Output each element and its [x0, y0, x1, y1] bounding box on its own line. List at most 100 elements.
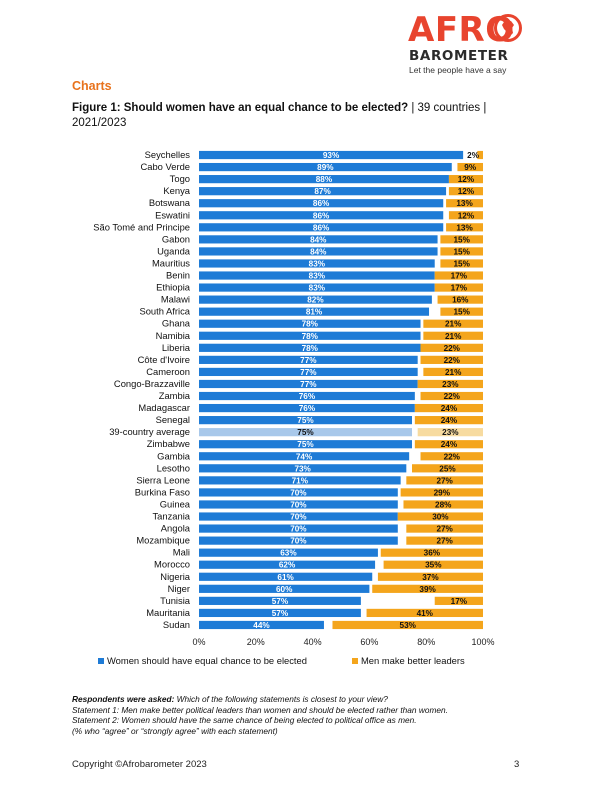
category-label: Congo-Brazzaville	[114, 378, 190, 389]
bar-men-value-label: 27%	[436, 476, 453, 485]
bar-men-value-label: 12%	[458, 187, 475, 196]
bar-women	[199, 223, 444, 232]
category-label: Niger	[168, 583, 190, 594]
category-label: 39-country average	[109, 426, 190, 437]
bar-men-value-label: 37%	[422, 573, 439, 582]
bar-men	[417, 379, 483, 389]
bar-men-value-label: 12%	[458, 211, 475, 220]
bar-women-value-label: 89%	[317, 163, 334, 172]
bar-men	[412, 464, 483, 473]
bar-women-value-label: 75%	[297, 428, 314, 437]
bar-women	[199, 331, 421, 340]
bar-men	[406, 524, 483, 533]
bar-women-value-label: 70%	[290, 488, 307, 497]
category-label: Liberia	[162, 342, 191, 353]
bar-men-value-label: 23%	[442, 380, 459, 389]
bar-women	[199, 464, 407, 473]
bar-women-value-label: 75%	[297, 440, 314, 449]
category-label: Mauritius	[152, 257, 190, 268]
bar-women	[199, 307, 430, 316]
category-label: Cabo Verde	[140, 161, 190, 172]
category-label: Côte d'Ivoire	[138, 354, 190, 365]
x-tick-label: 0%	[192, 637, 205, 647]
bar-women	[199, 175, 449, 184]
bar-men	[446, 199, 483, 208]
bar-women-value-label: 74%	[296, 452, 313, 461]
category-label: Togo	[170, 173, 190, 184]
category-label: Zimbabwe	[147, 438, 190, 449]
bar-men-value-label: 17%	[451, 284, 468, 293]
bar-women	[199, 536, 398, 545]
category-label: Mauritania	[146, 607, 191, 618]
bar-women	[199, 608, 361, 618]
bar-women	[199, 211, 444, 220]
category-label: Nigeria	[160, 571, 190, 582]
bar-women-value-label: 81%	[306, 308, 323, 317]
legend-swatch-women	[98, 658, 104, 664]
bar-men-value-label: 13%	[456, 223, 473, 232]
afrobarometer-logo: AFRO BAROMETER Let the people have a say	[408, 12, 538, 78]
bar-men-value-label: 24%	[441, 440, 458, 449]
bar-women-value-label: 75%	[297, 416, 314, 425]
bar-men-value-label: 21%	[445, 320, 462, 329]
bar-women	[199, 548, 378, 557]
bar-men	[477, 150, 483, 160]
category-label: Mozambique	[136, 535, 190, 546]
bar-men	[434, 596, 483, 605]
category-label: Tanzania	[152, 511, 190, 522]
bar-men-value-label: 28%	[435, 500, 452, 509]
footnote-question: Respondents were asked: Which of the fol…	[72, 694, 542, 705]
category-label: São Tomé and Principe	[93, 221, 190, 232]
bar-women-value-label: 57%	[272, 609, 289, 618]
bar-women	[199, 584, 370, 593]
bar-women	[199, 283, 435, 292]
bar-women	[199, 355, 418, 364]
bar-women-value-label: 77%	[300, 356, 317, 365]
footnote-scale: (% who “agree” or “strongly agree” with …	[72, 725, 278, 736]
bar-women-value-label: 83%	[309, 259, 326, 268]
bar-men	[448, 211, 483, 220]
bar-men	[397, 512, 483, 521]
bar-men-value-label: 17%	[451, 597, 468, 606]
category-label: Morocco	[154, 559, 190, 570]
bar-women	[199, 379, 418, 389]
bar-men-value-label: 22%	[444, 392, 461, 401]
bar-women-value-label: 86%	[313, 199, 330, 208]
bar-women	[199, 572, 373, 581]
copyright: Copyright ©Afrobarometer 2023	[72, 759, 207, 770]
figure-title: Figure 1: Should women have an equal cha…	[72, 101, 512, 131]
bar-women	[199, 187, 447, 196]
bar-women	[199, 259, 435, 268]
x-tick-label: 20%	[247, 637, 265, 647]
bar-women-value-label: 44%	[253, 621, 270, 630]
bar-men-value-label: 53%	[400, 621, 417, 630]
bar-men-value-label: 41%	[417, 609, 434, 618]
logo-tagline: Let the people have a say	[409, 65, 507, 75]
bar-men-value-label: 15%	[454, 259, 471, 268]
bar-women	[199, 150, 464, 160]
bar-women	[199, 440, 412, 449]
bar-women	[199, 416, 412, 425]
bar-women-value-label: 83%	[309, 272, 326, 281]
bar-men-value-label: 15%	[454, 235, 471, 244]
bar-men-value-label: 24%	[441, 416, 458, 425]
category-label: South Africa	[139, 306, 190, 317]
bar-men-value-label: 36%	[424, 549, 441, 558]
bar-women-value-label: 70%	[290, 525, 307, 534]
bar-men-value-label: 15%	[454, 247, 471, 256]
bar-men-value-label: 21%	[445, 332, 462, 341]
bar-men-value-label: 21%	[445, 368, 462, 377]
bar-women	[199, 452, 410, 461]
bar-men	[448, 175, 483, 184]
bar-women-value-label: 71%	[292, 476, 309, 485]
logo-brand-2: BAROMETER	[409, 48, 509, 64]
category-label: Sierra Leone	[136, 474, 190, 485]
bar-women	[199, 343, 421, 352]
category-label: Seychelles	[145, 149, 191, 160]
bar-women	[199, 476, 401, 485]
bar-women-value-label: 73%	[294, 464, 311, 473]
footnote-asked-label: Respondents were asked:	[72, 694, 175, 704]
category-label: Benin	[166, 270, 190, 281]
bar-men	[372, 584, 483, 593]
bar-women-value-label: 78%	[302, 344, 319, 353]
